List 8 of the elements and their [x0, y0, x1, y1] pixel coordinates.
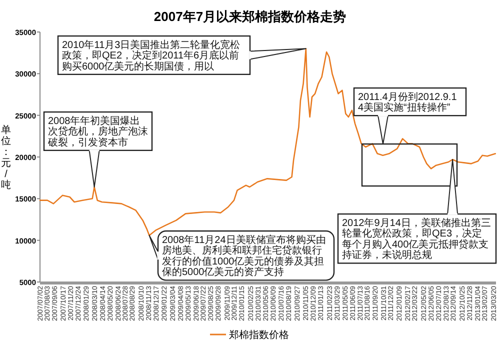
annotation: 2008年11月24日美联储宣布将购买由房地美、房利美和联邦住宅贷款银行发行的价值1000亿美元的债券及其担保的5000亿美元的资产支持 — [162, 234, 326, 278]
annotation: 2011.4月份到2012.9.14美国实施“扭转操作” — [358, 92, 458, 114]
annotation: 2012年9月14日，美联储推出第三轮量化宽松政策，即QE3，决定每个月购入400亿美元抵押贷款支持证券，未说明总规 — [342, 216, 491, 262]
legend-label: 郑棉指数价格 — [229, 329, 289, 341]
chart-title: 2007年7月以来郑棉指数价格走势 — [154, 9, 346, 24]
annotation: 2010年11月3日美国推出第二轮量化宽松政策，即QE2，决定到2011年6月底以前购买6000亿美元的长期国债，用以 — [62, 38, 240, 72]
annotation: 2008年年初美国爆出次贷危机，房地产泡沫破裂，引发资本市 — [47, 114, 148, 148]
y-axis-title: 单位：元/吨 — [1, 124, 11, 191]
